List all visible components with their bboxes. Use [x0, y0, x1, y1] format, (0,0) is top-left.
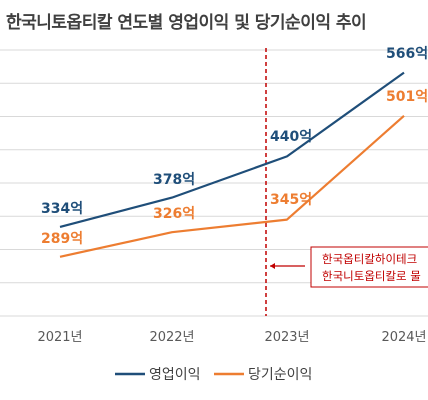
data-label: 334억: [41, 201, 83, 217]
data-label: 378억: [153, 172, 195, 188]
annotation-box: [310, 246, 428, 288]
data-label: 326억: [153, 206, 195, 222]
series-line: [59, 114, 405, 258]
x-tick-label: 2022년: [149, 330, 194, 345]
x-tick-label: 2024년: [381, 330, 426, 345]
chart-title: 한국니토옵티칼 연도별 영업이익 및 당기순이익 추이: [6, 13, 367, 33]
data-label: 501억: [386, 89, 428, 105]
legend-label: 당기순이익: [248, 367, 312, 383]
annotation-text: 한국니토옵티칼로 물: [322, 269, 421, 283]
series-line: [59, 71, 405, 228]
data-label: 289억: [41, 231, 83, 247]
x-tick-label: 2023년: [264, 330, 309, 345]
data-label: 440억: [270, 129, 312, 145]
data-label: 345억: [270, 192, 312, 208]
annotation-arrowhead: [270, 263, 275, 269]
data-label: 566억: [386, 46, 428, 62]
x-tick-label: 2021년: [37, 330, 82, 345]
legend-label: 영업이익: [149, 367, 201, 383]
annotation-text: 한국옵티칼하이테크: [322, 252, 417, 266]
